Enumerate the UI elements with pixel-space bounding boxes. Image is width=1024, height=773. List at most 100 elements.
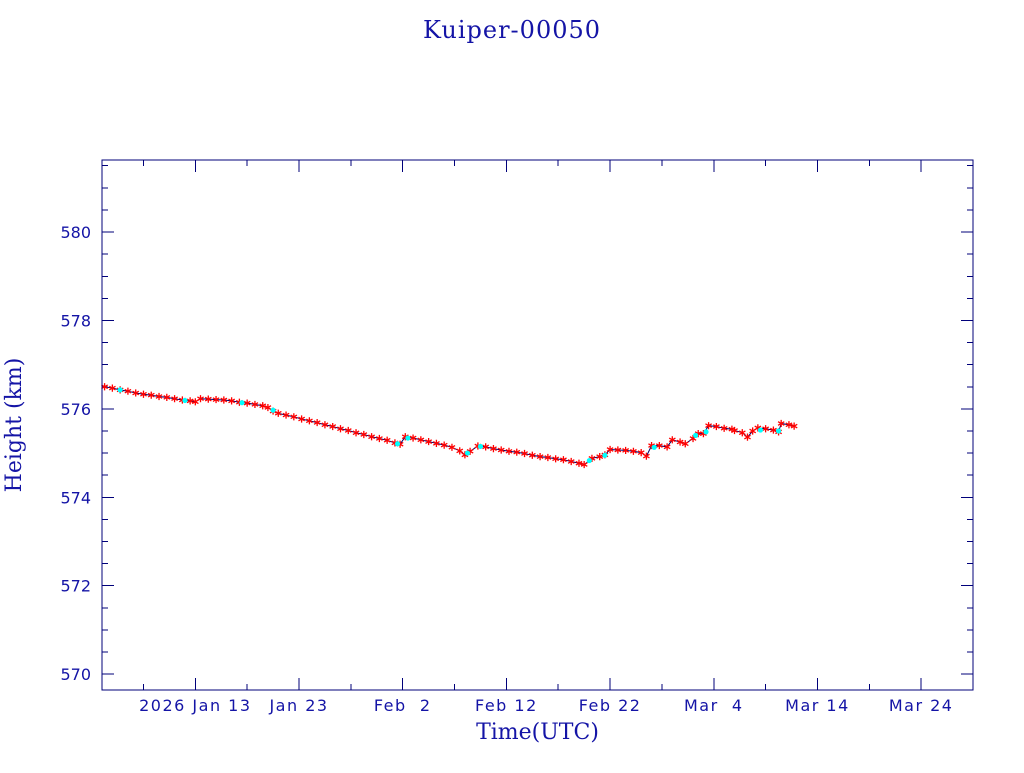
data-point-marker [352, 429, 360, 437]
y-tick-label: 580 [60, 223, 91, 242]
data-point-marker [642, 452, 650, 460]
data-point-marker [513, 448, 521, 456]
data-point-marker [360, 430, 368, 439]
cyan-data-point [602, 452, 608, 458]
data-point-marker [140, 390, 147, 398]
data-point-marker [552, 455, 560, 463]
cyan-data-point [117, 387, 123, 393]
data-point-marker [171, 395, 179, 403]
data-point-marker [264, 403, 272, 412]
data-point-marker [559, 456, 567, 464]
data-point-marker [676, 438, 684, 446]
data-point-marker [785, 421, 793, 429]
y-tick-label: 576 [60, 400, 91, 419]
data-point-marker [108, 384, 116, 392]
data-point-marker [769, 426, 777, 434]
data-point-marker [251, 400, 259, 409]
data-point-marker [738, 429, 746, 437]
data-point-marker [305, 417, 313, 425]
data-point-marker [432, 439, 440, 447]
data-point-marker [790, 422, 798, 430]
data-point-marker [191, 398, 199, 406]
data-point-marker [228, 397, 236, 405]
data-point-marker [290, 413, 298, 421]
data-point-marker [383, 436, 391, 444]
x-tick-label: Jan 23 [268, 696, 328, 715]
data-point-marker [448, 443, 456, 451]
data-point-marker [762, 425, 770, 433]
y-tick-label: 572 [60, 577, 91, 596]
data-point-marker [425, 437, 433, 446]
x-tick-label: Mar 4 [684, 696, 744, 715]
cyan-data-point [405, 435, 411, 441]
x-tick-label: 2026 Jan 13 [139, 696, 251, 715]
data-point-marker [204, 395, 212, 403]
data-point-marker [596, 453, 604, 461]
cyan-data-point [394, 441, 401, 447]
cyan-data-point [586, 457, 592, 464]
cyan-data-point [693, 432, 699, 438]
data-point-marker [489, 445, 497, 453]
data-point-marker [567, 457, 575, 466]
data-point-marker [368, 433, 376, 441]
data-point-marker [505, 447, 513, 455]
data-point-marker [528, 451, 536, 459]
cyan-data-point [477, 443, 484, 450]
data-point-marker [663, 443, 671, 451]
data-point-marker [417, 436, 425, 444]
data-point-marker [637, 449, 645, 457]
cyan-data-point [182, 397, 188, 404]
cyan-data-point [270, 407, 276, 413]
data-point-marker [705, 422, 713, 430]
data-point-marker [655, 441, 663, 450]
data-point-marker [375, 434, 383, 443]
data-point-marker [580, 460, 588, 469]
data-point-marker [749, 427, 757, 435]
x-tick-label: Mar 24 [889, 696, 954, 715]
data-point-marker [777, 419, 785, 428]
data-point-marker [155, 392, 163, 401]
x-tick-label: Feb 22 [579, 696, 642, 715]
x-axis-label: Time(UTC) [476, 720, 599, 745]
data-point-marker [614, 446, 622, 454]
data-point-marker [344, 426, 352, 435]
data-point-marker [482, 443, 490, 451]
data-point-marker [329, 422, 337, 431]
data-point-marker [409, 434, 417, 442]
plot-frame [101, 159, 974, 691]
data-point-marker [212, 395, 220, 404]
data-point-marker [536, 453, 544, 461]
data-point-marker [629, 447, 637, 455]
x-tick-label: Feb 12 [475, 696, 538, 715]
data-point-marker [712, 422, 720, 431]
data-point-marker [456, 447, 464, 455]
y-axis-label: Height (km) [2, 358, 27, 493]
data-point-marker [521, 449, 528, 458]
cyan-data-point [775, 428, 782, 434]
data-point-marker [606, 445, 614, 454]
data-point-marker [298, 415, 306, 423]
chart-title: Kuiper-00050 [423, 16, 601, 44]
data-point-marker [147, 391, 155, 399]
data-point-marker [668, 436, 676, 444]
data-point-marker [197, 395, 204, 403]
data-point-marker [440, 441, 448, 449]
data-point-marker [575, 459, 583, 467]
data-point-marker [132, 389, 140, 397]
data-point-marker [313, 418, 321, 427]
data-point-marker [731, 426, 738, 435]
data-point-marker [124, 387, 132, 395]
data-point-marker [243, 399, 251, 407]
data-point-marker [186, 397, 194, 405]
y-tick-label: 578 [60, 311, 91, 330]
y-tick-label: 570 [60, 665, 91, 684]
data-point-marker [497, 446, 505, 454]
data-point-marker [622, 446, 630, 455]
cyan-data-point [651, 444, 657, 450]
cyan-data-point [464, 450, 471, 456]
data-point-marker [259, 402, 267, 410]
data-point-marker [163, 393, 171, 401]
data-point-marker [282, 411, 290, 419]
data-point-marker [274, 409, 282, 417]
